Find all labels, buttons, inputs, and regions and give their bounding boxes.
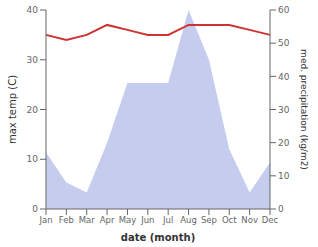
svg-text:0: 0 — [32, 204, 38, 214]
svg-text:max temp (C): max temp (C) — [8, 75, 18, 144]
svg-text:60: 60 — [278, 5, 290, 15]
svg-text:Sep: Sep — [201, 215, 217, 225]
svg-text:Aug: Aug — [180, 215, 197, 225]
svg-text:50: 50 — [278, 38, 290, 48]
svg-text:date (month): date (month) — [121, 232, 195, 243]
svg-text:10: 10 — [27, 154, 39, 164]
svg-text:20: 20 — [27, 105, 39, 115]
svg-text:Jul: Jul — [162, 215, 173, 225]
svg-text:30: 30 — [278, 105, 290, 115]
svg-text:30: 30 — [27, 55, 39, 65]
svg-text:10: 10 — [278, 171, 290, 181]
svg-text:Jan: Jan — [38, 215, 52, 225]
svg-text:Dec: Dec — [262, 215, 279, 225]
svg-text:Oct: Oct — [222, 215, 237, 225]
svg-text:Nov: Nov — [241, 215, 258, 225]
svg-text:Feb: Feb — [59, 215, 74, 225]
svg-text:Apr: Apr — [100, 215, 115, 225]
svg-text:40: 40 — [278, 72, 290, 82]
svg-text:May: May — [119, 215, 137, 225]
svg-text:0: 0 — [278, 204, 284, 214]
svg-text:20: 20 — [278, 138, 290, 148]
svg-text:40: 40 — [27, 5, 39, 15]
svg-text:Mar: Mar — [79, 215, 96, 225]
svg-text:Jun: Jun — [140, 215, 154, 225]
svg-text:med. precipitation (kg/m2): med. precipitation (kg/m2) — [299, 49, 309, 170]
